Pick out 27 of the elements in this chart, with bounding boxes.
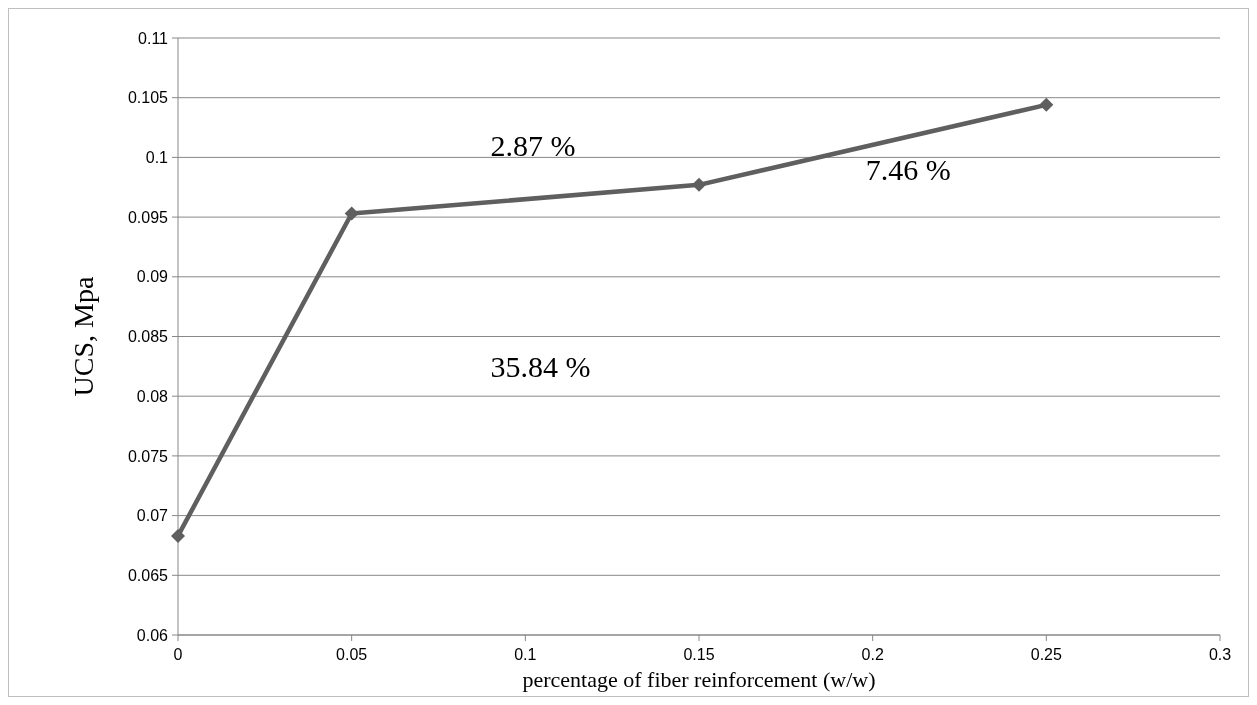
y-tick-label: 0.1 [145,149,169,166]
x-axis-title: percentage of fiber reinforcement (w/w) [522,667,876,692]
x-tick-label: 0.3 [1208,646,1232,663]
point [344,206,359,221]
y-tick-label: 0.085 [127,328,169,346]
x-tick-label: 0.25 [1030,646,1063,663]
annotation: 2.87 % [490,128,576,162]
y-tick-label: 0.095 [127,208,169,226]
annotation: 7.46 % [865,152,951,186]
x-tick-label: 0.2 [861,646,884,663]
y-tick-label: 0.09 [136,268,169,286]
y-tick-label: 0.075 [127,447,169,465]
point [1039,97,1054,112]
x-tick-label: 0 [173,646,183,663]
annotation: 35.84 % [490,349,591,383]
y-tick-label: 0.06 [136,626,169,644]
y-tick-label: 0.105 [127,89,169,107]
point [171,528,185,543]
y-tick-label: 0.08 [136,387,169,405]
y-tick-label: 0.07 [136,507,169,525]
y-tick-label: 0.065 [127,566,169,584]
x-tick-label: 0.1 [514,646,537,663]
x-tick-label: 0.05 [336,646,368,663]
y-axis-title: UCS, Mpa [68,276,99,397]
point [692,177,706,192]
y-tick-label: 0.11 [138,29,169,47]
x-tick-label: 0.15 [683,646,715,663]
